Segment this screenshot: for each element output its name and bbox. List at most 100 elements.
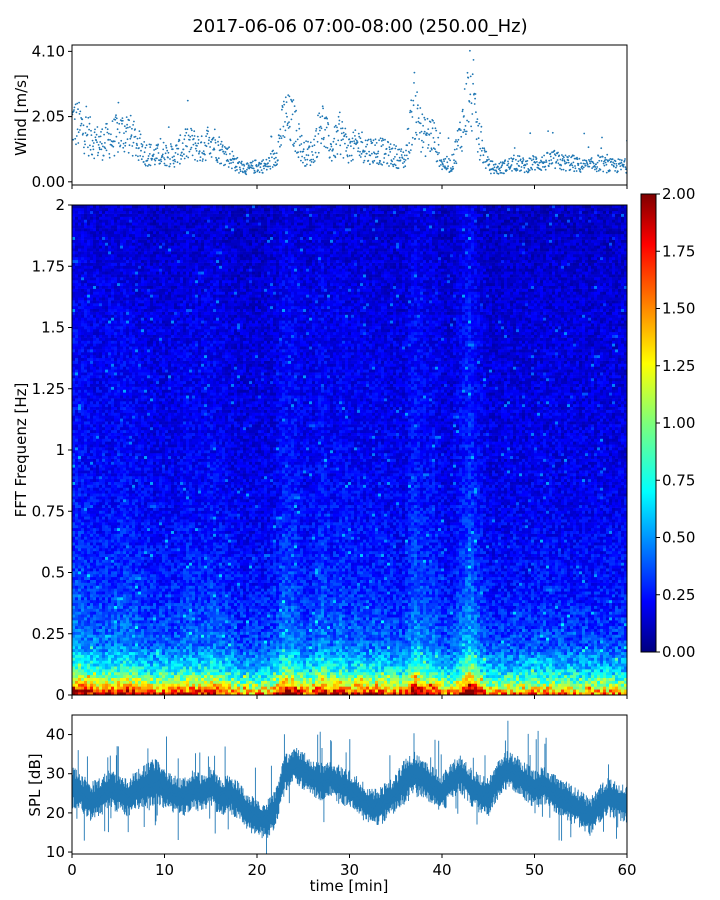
- spectrogram-cell: [462, 660, 466, 664]
- spectrogram-cell: [162, 677, 166, 681]
- spectrogram-cell: [174, 663, 178, 667]
- spectrogram-cell: [441, 663, 445, 667]
- spectrogram-cell: [90, 657, 94, 661]
- spectrogram-cell: [201, 654, 205, 658]
- wind-data-point: [456, 129, 459, 132]
- wind-data-point: [369, 163, 371, 166]
- spectrogram-cell: [579, 669, 583, 673]
- wind-data-point: [224, 151, 227, 153]
- wind-data-point: [162, 141, 165, 144]
- spectrogram-cell: [495, 686, 499, 690]
- spectrogram-cell: [267, 666, 271, 670]
- spectrogram-cell: [165, 657, 169, 661]
- spectrogram-cell: [411, 657, 415, 661]
- spectrogram-cell: [432, 643, 436, 647]
- spectrogram-cell: [207, 683, 211, 687]
- spectrogram-cell: [552, 648, 556, 653]
- spectrogram-cell: [222, 643, 226, 647]
- spectrogram-cell: [249, 648, 253, 653]
- spectrogram-cell: [588, 692, 592, 696]
- spectrogram-cell: [270, 651, 274, 655]
- spectrogram-cell: [519, 671, 523, 676]
- spectrogram-cell: [297, 660, 301, 664]
- spectrogram-cell: [171, 689, 175, 693]
- spectrogram-cell: [477, 663, 481, 667]
- spectrogram-cell: [603, 666, 607, 670]
- spectrogram-cell: [381, 674, 385, 678]
- spectrogram-cell: [552, 686, 556, 690]
- spectrogram-cell: [450, 674, 454, 678]
- spectrogram-cell: [231, 680, 235, 684]
- wind-data-point: [440, 164, 442, 166]
- spectrogram-cell: [78, 663, 82, 667]
- spectrogram-cell: [72, 689, 76, 693]
- spectrogram-cell: [264, 680, 268, 684]
- spectrogram-cell: [519, 660, 523, 664]
- wind-data-point: [88, 122, 91, 125]
- wind-data-point: [91, 139, 94, 142]
- spectrogram-cell: [222, 689, 226, 693]
- spectrogram-cell: [159, 666, 163, 670]
- wind-data-point: [605, 171, 608, 174]
- wind-data-point: [409, 109, 412, 112]
- wind-data-point: [153, 149, 156, 151]
- wind-data-point: [419, 122, 422, 125]
- spectrogram-cell: [489, 646, 493, 650]
- spectrogram-cell: [126, 677, 130, 681]
- wind-data-point: [115, 114, 117, 117]
- spectrogram-cell: [219, 640, 223, 644]
- spectrogram-cell: [78, 683, 82, 687]
- spectrogram-cell: [72, 660, 76, 664]
- spectrogram-cell: [354, 640, 358, 644]
- wind-data-point: [303, 141, 305, 144]
- wind-data-point: [273, 157, 276, 160]
- wind-data-point: [536, 161, 538, 163]
- spectrogram-cell: [606, 677, 610, 681]
- wind-data-point: [426, 117, 429, 120]
- spectrogram-cell: [537, 654, 541, 658]
- spectrogram-cell: [474, 671, 478, 676]
- spectrogram-cell: [318, 686, 322, 690]
- spectrogram-cell: [333, 648, 337, 653]
- wind-data-point: [393, 144, 395, 146]
- spectrogram-cell: [87, 671, 91, 676]
- wind-data-point: [201, 160, 204, 162]
- spectrogram-cell: [357, 651, 361, 655]
- wind-data-point: [375, 142, 378, 144]
- spectrogram-cell: [468, 651, 472, 655]
- spectrogram-cell: [243, 666, 247, 670]
- spectrogram-cell: [201, 680, 205, 684]
- spectrogram-cell: [111, 666, 115, 670]
- spectrogram-cell: [375, 674, 379, 678]
- spectrogram-cell: [312, 686, 316, 690]
- spectrogram-cell: [276, 646, 280, 650]
- spectrogram-cell: [552, 657, 556, 661]
- spectrogram-cell: [393, 646, 397, 650]
- spectrogram-cell: [561, 648, 565, 653]
- spectrogram-cell: [417, 663, 421, 667]
- spectrogram-cell: [564, 648, 568, 653]
- wind-data-point: [338, 119, 341, 122]
- spectrogram-cell: [87, 692, 91, 696]
- spectrogram-cell: [102, 677, 106, 681]
- wind-data-point: [421, 139, 423, 142]
- spectrogram-cell: [246, 674, 250, 678]
- spectrogram-cell: [90, 680, 94, 684]
- spectrogram-cell: [153, 686, 157, 690]
- spectrogram-cell: [438, 674, 442, 678]
- spectrogram-cell: [312, 657, 316, 661]
- wind-data-point: [124, 144, 127, 147]
- spectrogram-cell: [111, 671, 115, 676]
- wind-data-point: [130, 134, 133, 137]
- spectrogram-cell: [486, 689, 490, 693]
- spectrogram-cell: [168, 689, 172, 693]
- wind-data-point: [294, 110, 296, 113]
- spectrogram-cell: [108, 692, 112, 696]
- spectrogram-cell: [441, 686, 445, 690]
- spectrogram-cell: [180, 677, 184, 681]
- spectrogram-cell: [96, 646, 100, 650]
- spectrogram-cell: [570, 674, 574, 678]
- spectrogram-cell: [495, 677, 499, 681]
- spectrogram-cell: [447, 654, 451, 658]
- spectrogram-cell: [504, 671, 508, 676]
